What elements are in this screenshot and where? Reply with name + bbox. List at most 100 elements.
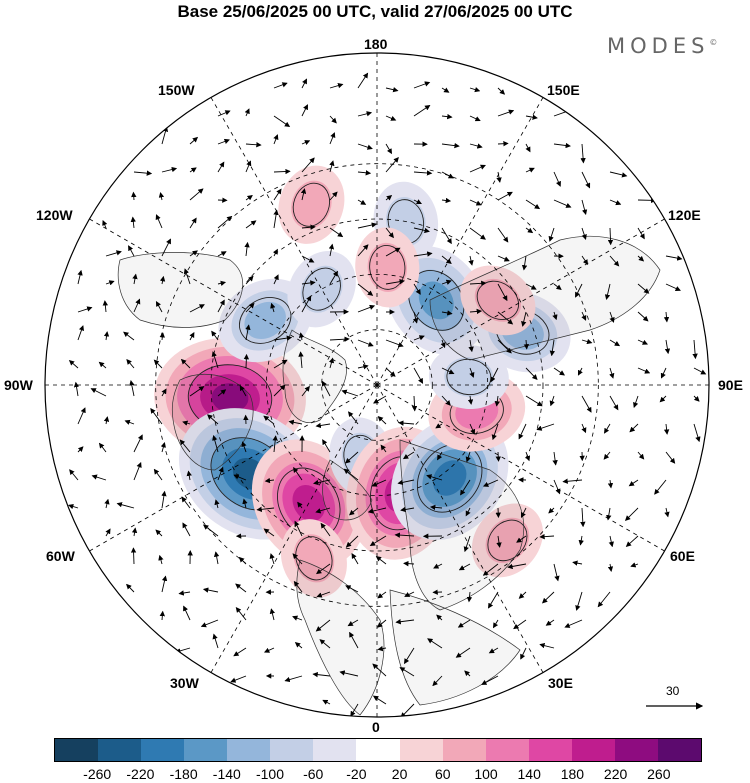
wind-vector: [637, 451, 645, 460]
wind-vector: [357, 72, 369, 89]
wind-vector: [441, 279, 452, 285]
wind-vector: [497, 311, 514, 325]
colorbar-ticks: -260 -220 -180 -140 -100 -60 -20 20 60 100 140 180 2…: [0, 766, 750, 782]
wind-vector: [153, 359, 163, 369]
anomaly-contour: [302, 267, 341, 311]
wind-vector: [518, 423, 527, 440]
wind-vector: [693, 423, 701, 443]
wind-vector: [189, 217, 197, 229]
colorbar-tick-label: 100: [474, 766, 498, 782]
lon-label-60w: 60W: [46, 548, 75, 564]
wind-vector: [189, 304, 205, 313]
wind-vector: [186, 470, 192, 481]
wind-vector: [161, 490, 167, 509]
wind-vector: [357, 339, 374, 347]
wind-vector: [245, 160, 252, 173]
latitude-circle: [265, 273, 489, 497]
wind-vector: [273, 188, 282, 201]
coastline: [117, 252, 244, 328]
wind-vector: [385, 87, 399, 93]
wind-vector: [329, 115, 337, 124]
wind-vector: [541, 591, 555, 604]
wind-vector: [316, 591, 331, 598]
wind-vector: [132, 273, 138, 285]
wind-vector: [292, 553, 303, 565]
wind-vector: [371, 479, 387, 487]
wind-vector: [239, 385, 247, 397]
wind-vector: [516, 535, 527, 543]
wind-vector: [293, 580, 303, 593]
wind-vector: [539, 533, 555, 540]
wind-vector: [124, 419, 135, 425]
wind-vector: [441, 395, 451, 406]
wind-vector: [73, 381, 80, 397]
wind-vector: [398, 420, 415, 426]
wind-vector: [244, 241, 250, 257]
wind-vector: [161, 575, 168, 593]
wind-vector: [580, 143, 586, 164]
wind-vector: [256, 506, 275, 513]
coastline: [296, 559, 385, 716]
wind-vector: [665, 283, 681, 291]
anomaly-contour: [292, 182, 331, 227]
wind-vector: [105, 280, 115, 286]
wind-vector: [553, 367, 565, 376]
colorbar-swatch: [571, 739, 615, 761]
wind-vector: [469, 227, 486, 240]
wind-vector: [329, 227, 344, 238]
map-disk: [45, 53, 709, 717]
wind-vector: [494, 395, 500, 407]
wind-vector: [372, 695, 387, 705]
wind-vector: [329, 336, 350, 342]
lon-label-30w: 30W: [170, 675, 199, 691]
wind-vector: [294, 642, 303, 649]
wind-vector: [624, 507, 639, 521]
wind-vector: [357, 364, 369, 370]
wind-vector: [413, 251, 433, 257]
wind-vector: [377, 591, 387, 599]
wind-vector: [660, 367, 667, 379]
anomaly-level: [485, 517, 530, 564]
wind-vector: [562, 478, 583, 484]
anomaly-contour: [487, 519, 528, 562]
wind-vector: [525, 167, 535, 173]
wind-vector: [581, 311, 587, 321]
wind-vector: [385, 115, 397, 121]
wind-vector: [301, 295, 312, 313]
wind-vector: [367, 507, 387, 514]
wind-vector: [98, 361, 107, 369]
wind-vector: [369, 535, 387, 547]
wind-vector: [436, 614, 443, 621]
wind-vector: [663, 311, 670, 323]
wind-vector: [233, 474, 247, 481]
wind-vector: [269, 608, 276, 621]
wind-vector: [104, 498, 110, 509]
wind-vector: [575, 591, 583, 611]
wind-vector: [181, 496, 191, 509]
wind-vector: [553, 171, 561, 187]
wind-vector: [298, 332, 305, 341]
wind-vector: [298, 351, 304, 369]
wind-vector: [202, 524, 219, 537]
wind-vector: [575, 283, 583, 298]
wind-vector: [385, 194, 393, 201]
wind-vector: [581, 199, 588, 216]
wind-vector: [341, 389, 359, 397]
wind-vector: [468, 255, 474, 266]
wind-vector: [458, 563, 471, 571]
wind-vector: [273, 209, 279, 229]
wind-vector: [158, 554, 164, 565]
wind-vector: [347, 411, 359, 425]
wind-vector: [263, 415, 275, 425]
wind-vector: [637, 367, 651, 374]
coastline: [322, 459, 373, 521]
wind-vector: [264, 477, 275, 484]
wind-vector: [373, 395, 387, 404]
wind-vector: [160, 441, 166, 453]
colorbar-tick-label: 260: [647, 766, 671, 782]
wind-vector: [468, 339, 474, 353]
wind-vector: [245, 142, 262, 148]
wind-vector: [465, 507, 471, 517]
wind-vector: [539, 642, 555, 649]
wind-vector: [628, 479, 639, 487]
